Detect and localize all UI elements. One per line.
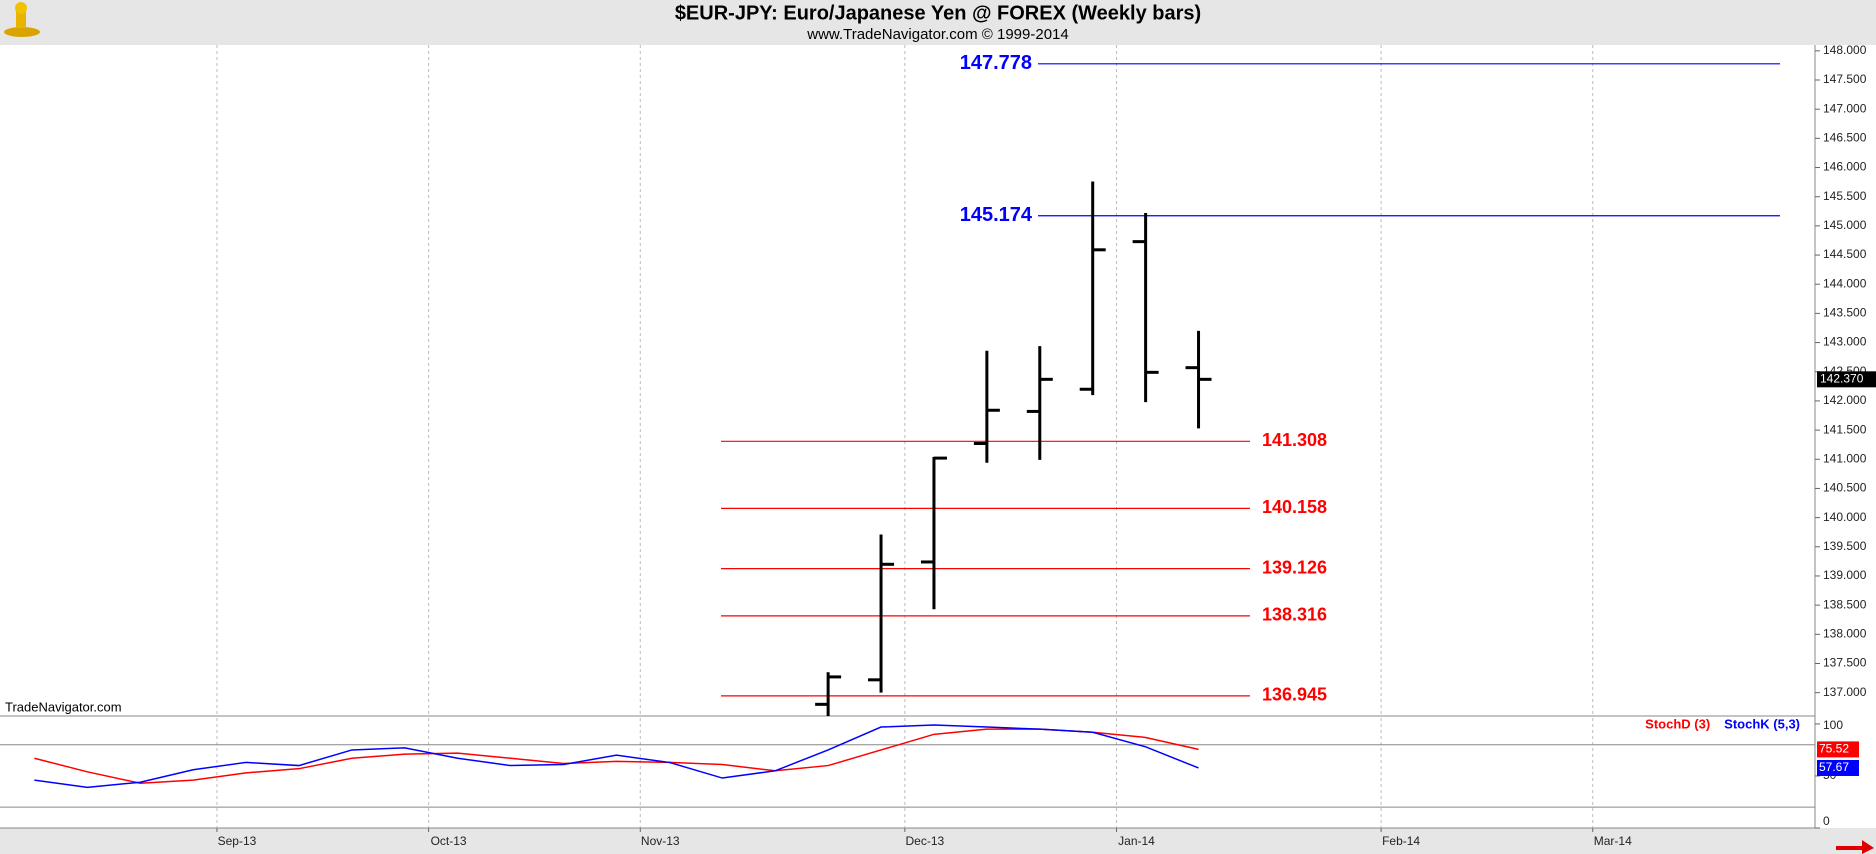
y-tick-label: 0	[1823, 814, 1830, 828]
y-tick-label: 143.000	[1823, 335, 1867, 349]
support-label: 136.945	[1262, 685, 1327, 705]
y-tick-label: 137.000	[1823, 685, 1867, 699]
y-tick-label: 137.500	[1823, 656, 1867, 670]
y-tick-label: 146.500	[1823, 131, 1867, 145]
chart-title: $EUR-JPY: Euro/Japanese Yen @ FOREX (Wee…	[675, 2, 1201, 24]
y-tick-label: 138.000	[1823, 626, 1867, 640]
x-axis-bar	[0, 828, 1876, 854]
y-tick-label: 138.500	[1823, 597, 1867, 611]
price-panel	[721, 63, 1780, 716]
y-tick-label: 139.500	[1823, 539, 1867, 553]
y-tick-label: 144.000	[1823, 276, 1867, 290]
x-tick-label: Feb-14	[1382, 834, 1420, 848]
y-tick-label: 146.000	[1823, 160, 1867, 174]
support-label: 139.126	[1262, 557, 1327, 577]
x-tick-label: Jan-14	[1118, 834, 1155, 848]
y-tick-label: 140.500	[1823, 481, 1867, 495]
last-price-tag	[1817, 371, 1876, 388]
value-tag	[1817, 741, 1859, 758]
stoch-line	[34, 728, 1199, 785]
value-tag	[1817, 759, 1859, 776]
stoch-line	[34, 724, 1199, 789]
x-tick-label: Nov-13	[641, 834, 680, 848]
resistance-label: 147.778	[960, 52, 1032, 74]
y-tick-label: 144.500	[1823, 247, 1867, 261]
x-tick-label: Dec-13	[906, 834, 945, 848]
support-label: 141.308	[1262, 430, 1327, 450]
y-tick-label: 141.000	[1823, 451, 1867, 465]
value-tag-label: 75.52	[1819, 742, 1849, 756]
logo	[4, 2, 40, 37]
y-tick-label: 139.000	[1823, 568, 1867, 582]
support-label: 138.316	[1262, 605, 1327, 625]
y-tick-label: 145.500	[1823, 189, 1867, 203]
watermark: TradeNavigator.com	[5, 699, 122, 714]
value-tag-label: 57.67	[1819, 760, 1849, 774]
scroll-arrow	[1836, 840, 1874, 854]
y-tick-label: 147.500	[1823, 72, 1867, 86]
y-tick-label: 142.000	[1823, 393, 1867, 407]
y-tick-label: 141.500	[1823, 422, 1867, 436]
support-label: 140.158	[1262, 497, 1327, 517]
legend-entry: StochK (5,3)	[1724, 716, 1800, 731]
y-tick-label: 148.000	[1823, 43, 1867, 57]
resistance-label: 145.174	[960, 204, 1033, 226]
header-bar	[0, 0, 1876, 45]
y-tick-label: 145.000	[1823, 218, 1867, 232]
y-tick-label: 100	[1823, 718, 1843, 732]
chart-subtitle: www.TradeNavigator.com © 1999-2014	[806, 26, 1068, 43]
x-tick-label: Sep-13	[218, 834, 257, 848]
legend-entry: StochD (3)	[1645, 716, 1710, 731]
last-price-label: 142.370	[1820, 372, 1864, 386]
x-tick-label: Mar-14	[1594, 834, 1632, 848]
y-tick-label: 147.000	[1823, 101, 1867, 115]
x-tick-label: Oct-13	[431, 834, 467, 848]
y-tick-label: 143.500	[1823, 306, 1867, 320]
y-tick-label: 140.000	[1823, 510, 1867, 524]
